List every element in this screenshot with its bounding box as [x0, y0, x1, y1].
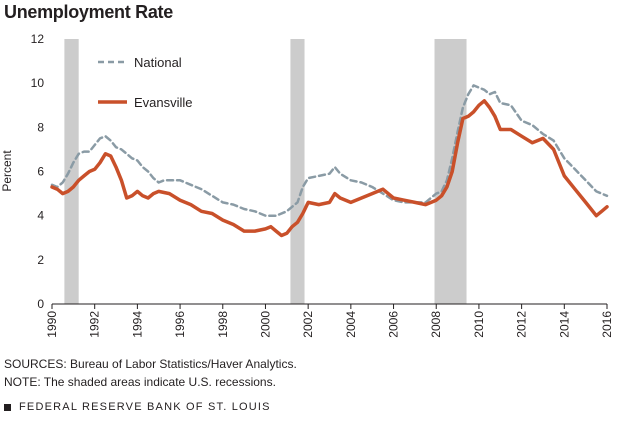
legend-label-national: National [134, 55, 182, 70]
recession-bands [64, 39, 467, 304]
x-tick-label: 1994 [130, 311, 144, 338]
y-tick-label: 6 [37, 165, 44, 179]
legend-label-evansville: Evansville [134, 95, 193, 110]
axes: 0 2 4 6 8 10 12 1990 1992 1994 1996 1998 2000 2002 200… [31, 32, 614, 338]
recession-note: NOTE: The shaded areas indicate U.S. rec… [4, 375, 276, 389]
y-tick-label: 10 [31, 76, 45, 90]
x-tick-label: 1996 [173, 311, 187, 338]
x-tick-label: 2012 [515, 311, 529, 338]
footer: FEDERAL RESERVE BANK OF ST. LOUIS [4, 401, 271, 413]
x-tick-label: 2000 [258, 311, 272, 338]
x-tick-label: 2008 [429, 311, 443, 338]
footer-text: FEDERAL RESERVE BANK OF ST. LOUIS [19, 401, 271, 413]
y-tick-label: 4 [37, 209, 44, 223]
x-tick-label: 1998 [216, 311, 230, 338]
x-tick-label: 1992 [88, 311, 102, 338]
legend: National Evansville [98, 55, 193, 110]
series-line-national [50, 84, 609, 217]
x-tick-label: 2014 [557, 311, 571, 338]
recession-band [290, 39, 305, 304]
chart-title: Unemployment Rate [4, 2, 173, 22]
y-axis-label: Percent [0, 150, 14, 192]
recession-band [64, 39, 79, 304]
y-tick-label: 2 [37, 253, 44, 267]
y-tick-label: 0 [37, 297, 44, 311]
y-tick-label: 12 [31, 32, 45, 46]
series-lines [50, 84, 609, 238]
source-note: SOURCES: Bureau of Labor Statistics/Have… [4, 357, 297, 371]
x-tick-label: 1990 [45, 311, 59, 338]
y-tick-label: 8 [37, 120, 44, 134]
unemployment-chart: 0 2 4 6 8 10 12 1990 1992 1994 1996 1998 2000 2002 200… [0, 32, 614, 338]
series-line-evansville [50, 99, 609, 238]
x-tick-label: 2016 [600, 311, 614, 338]
x-tick-label: 2002 [301, 311, 315, 338]
x-tick-label: 2006 [387, 311, 401, 338]
x-tick-label: 2004 [344, 311, 358, 338]
footer-logo-square [4, 403, 11, 411]
x-tick-label: 2010 [472, 311, 486, 338]
